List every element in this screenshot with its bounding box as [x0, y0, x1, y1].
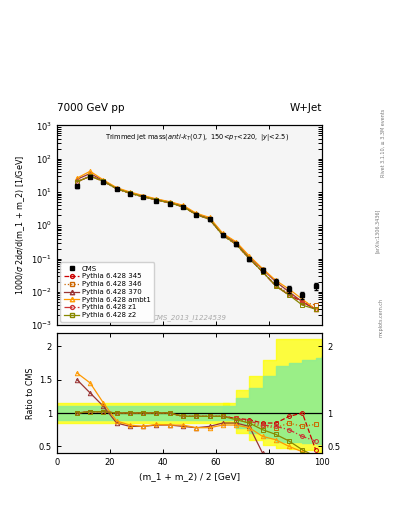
Y-axis label: Ratio to CMS: Ratio to CMS: [26, 367, 35, 419]
X-axis label: (m_1 + m_2) / 2 [GeV]: (m_1 + m_2) / 2 [GeV]: [139, 473, 240, 482]
Text: CMS_2013_I1224539: CMS_2013_I1224539: [152, 314, 227, 321]
Legend: CMS, Pythia 6.428 345, Pythia 6.428 346, Pythia 6.428 370, Pythia 6.428 ambt1, P: CMS, Pythia 6.428 345, Pythia 6.428 346,…: [61, 262, 154, 322]
Text: Trimmed jet mass$(anti$-$k_T(0.7),\ 150\!<\!p_T\!<\!220,\ |y|\!<\!2.5)$: Trimmed jet mass$(anti$-$k_T(0.7),\ 150\…: [105, 132, 289, 143]
Text: mcplots.cern.ch: mcplots.cern.ch: [379, 298, 384, 337]
Text: [arXiv:1306.3436]: [arXiv:1306.3436]: [375, 208, 380, 252]
Text: 7000 GeV pp: 7000 GeV pp: [57, 102, 125, 113]
Y-axis label: 1000/$\sigma$ 2d$\sigma$/d(m_1 + m_2) [1/GeV]: 1000/$\sigma$ 2d$\sigma$/d(m_1 + m_2) [1…: [14, 155, 27, 295]
Text: Rivet 3.1.10, ≥ 3.3M events: Rivet 3.1.10, ≥ 3.3M events: [381, 109, 386, 178]
Text: W+Jet: W+Jet: [290, 102, 322, 113]
